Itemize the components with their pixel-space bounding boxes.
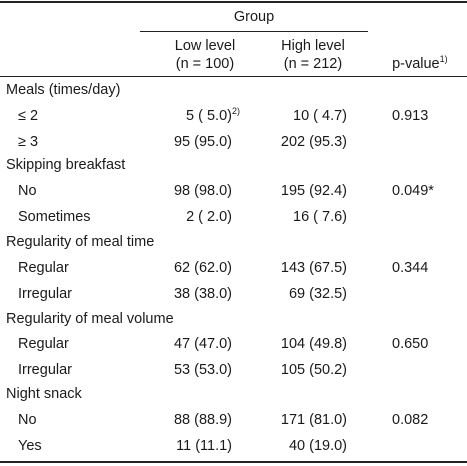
section-title: Skipping breakfast bbox=[6, 157, 126, 173]
high-value: 105 (50.2) bbox=[280, 362, 347, 378]
row-label: Irregular bbox=[18, 362, 72, 378]
low-value-text: 5 ( 5.0) bbox=[186, 108, 232, 124]
high-value: 104 (49.8) bbox=[280, 336, 347, 352]
row-label: No bbox=[18, 412, 37, 428]
low-value: 62 (62.0) bbox=[173, 260, 232, 276]
pvalue: 0.082 bbox=[392, 412, 429, 428]
high-value: 10 ( 4.7) bbox=[293, 108, 347, 124]
high-value: 69 (32.5) bbox=[288, 286, 347, 302]
header-rule bbox=[0, 76, 467, 77]
row-label: Sometimes bbox=[18, 209, 91, 225]
row-label: ≤ 2 bbox=[18, 108, 39, 124]
top-rule bbox=[0, 1, 467, 3]
low-value: 98 (98.0) bbox=[173, 183, 232, 199]
low-value: 88 (88.9) bbox=[173, 412, 232, 428]
high-value: 195 (92.4) bbox=[280, 183, 347, 199]
high-level-n: (n = 212) bbox=[283, 56, 343, 72]
section-title: Regularity of meal time bbox=[6, 234, 155, 250]
section-title: Regularity of meal volume bbox=[6, 311, 174, 327]
low-level-header: Low level bbox=[174, 38, 236, 54]
high-value: 16 ( 7.6) bbox=[293, 209, 347, 225]
row-label: Regular bbox=[18, 336, 69, 352]
row-label: Regular bbox=[18, 260, 69, 276]
low-value: 47 (47.0) bbox=[173, 336, 232, 352]
pvalue-footnote-mark: 1) bbox=[439, 54, 448, 65]
low-value: 5 ( 5.0)2) bbox=[100, 107, 240, 125]
pvalue: 0.650 bbox=[392, 336, 429, 352]
low-value: 38 (38.0) bbox=[173, 286, 232, 302]
low-value: 95 (95.0) bbox=[173, 134, 232, 150]
bottom-rule bbox=[0, 461, 467, 463]
high-level-header: High level bbox=[281, 38, 345, 54]
section-title: Meals (times/day) bbox=[6, 82, 121, 98]
low-value-footnote: 2) bbox=[231, 106, 240, 117]
row-label: No bbox=[18, 183, 37, 199]
row-label: Yes bbox=[18, 438, 42, 454]
low-value: 2 ( 2.0) bbox=[186, 209, 232, 225]
group-header: Group bbox=[233, 9, 275, 25]
high-value: 171 (81.0) bbox=[280, 412, 347, 428]
pvalue: 0.913 bbox=[392, 108, 429, 124]
pvalue: 0.344 bbox=[392, 260, 429, 276]
row-label: ≥ 3 bbox=[18, 134, 39, 150]
group-rule bbox=[140, 31, 368, 32]
pvalue-header-label: p-value bbox=[392, 56, 440, 72]
high-value: 202 (95.3) bbox=[280, 134, 347, 150]
low-level-n: (n = 100) bbox=[175, 56, 235, 72]
high-value: 40 (19.0) bbox=[288, 438, 347, 454]
low-value: 11 (11.1) bbox=[176, 438, 232, 454]
low-value: 53 (53.0) bbox=[173, 362, 232, 378]
high-value: 143 (67.5) bbox=[280, 260, 347, 276]
section-title: Night snack bbox=[6, 386, 82, 402]
pvalue: 0.049* bbox=[392, 183, 434, 199]
pvalue-header: p-value1) bbox=[384, 37, 448, 73]
row-label: Irregular bbox=[18, 286, 72, 302]
